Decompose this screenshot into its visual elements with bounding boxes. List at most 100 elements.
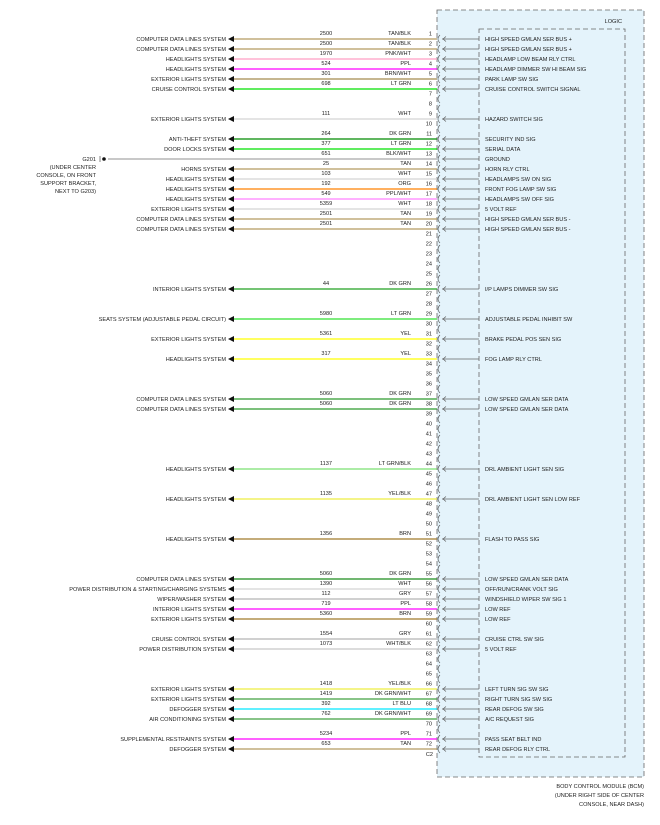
- system-label: HEADLIGHTS SYSTEM: [166, 67, 227, 73]
- arrow-left-icon: [228, 716, 234, 722]
- connector-cavity-icon: [437, 74, 441, 84]
- arrow-left-icon: [228, 206, 234, 212]
- circuit-number: 5060: [320, 391, 332, 397]
- signal-label: HIGH SPEED GMLAN SER BUS +: [485, 37, 572, 43]
- wire-color: LT GRN/BLK: [379, 461, 411, 467]
- arrow-left-icon: [228, 176, 234, 182]
- signal-label: WINDSHIELD WIPER SW SIG 1: [485, 597, 566, 603]
- circuit-number: 762: [321, 711, 330, 717]
- pin-number: 44: [426, 462, 432, 468]
- arrow-left-icon: [228, 136, 234, 142]
- connector-cavity-icon: [437, 484, 441, 494]
- pin-number: 21: [426, 232, 432, 238]
- signal-label: 5 VOLT REF: [485, 647, 517, 653]
- system-label: HEADLIGHTS SYSTEM: [166, 497, 227, 503]
- connector-cavity-icon: [437, 734, 441, 744]
- connector-cavity-icon: [437, 454, 441, 464]
- connector-cavity-icon: [437, 374, 441, 384]
- arrow-left-icon: [228, 576, 234, 582]
- system-label: CRUISE CONTROL SYSTEM: [152, 637, 227, 643]
- connector-cavity-icon: [437, 84, 441, 94]
- connector-cavity-icon: [437, 114, 441, 124]
- circuit-number: 5060: [320, 571, 332, 577]
- connector-end-label: C2: [426, 752, 433, 758]
- system-label: HEADLIGHTS SYSTEM: [166, 177, 227, 183]
- wire-color: DK GRN: [389, 281, 411, 287]
- pin-number: 70: [426, 722, 432, 728]
- terminal-arrow-icon: [442, 706, 447, 712]
- system-label: COMPUTER DATA LINES SYSTEM: [136, 397, 226, 403]
- arrow-left-icon: [228, 86, 234, 92]
- connector-cavity-icon: [437, 604, 441, 614]
- connector-cavity-icon: [437, 324, 441, 334]
- connector-cavity-icon: [437, 444, 441, 454]
- connector-cavity-icon: [437, 544, 441, 554]
- connector-cavity-icon: [437, 174, 441, 184]
- signal-label: RIGHT TURN SIG SW SIG: [485, 697, 552, 703]
- terminal-arrow-icon: [442, 156, 447, 162]
- wire-color: LT GRN: [391, 141, 411, 147]
- signal-label: REAR DEFOG RLY CTRL: [485, 747, 550, 753]
- signal-label: FLASH TO PASS SIG: [485, 537, 539, 543]
- signal-label: OFF/RUN/CRANK VOLT SIG: [485, 587, 558, 593]
- wire-color: TAN: [400, 161, 411, 167]
- circuit-number: 5361: [320, 331, 332, 337]
- connector-cavity-icon: [437, 504, 441, 514]
- signal-label: DRL AMBIENT LIGHT SEN SIG: [485, 467, 564, 473]
- system-label: COMPUTER DATA LINES SYSTEM: [136, 47, 226, 53]
- connector-cavity-icon: [437, 674, 441, 684]
- connector-cavity-icon: [437, 134, 441, 144]
- arrow-left-icon: [228, 406, 234, 412]
- system-label: SEATS SYSTEM (ADJUSTABLE PEDAL CIRCUIT): [99, 317, 226, 323]
- terminal-arrow-icon: [442, 466, 447, 472]
- circuit-number: 5980: [320, 311, 332, 317]
- signal-label: HEADLAMPS SW OFF SIG: [485, 197, 554, 203]
- pin-number: 72: [426, 742, 432, 748]
- pin-number: 69: [426, 712, 432, 718]
- connector-cavity-icon: [437, 744, 441, 754]
- arrow-left-icon: [228, 396, 234, 402]
- signal-label: SERIAL DATA: [485, 147, 521, 153]
- connector-cavity-icon: [437, 164, 441, 174]
- signal-label: I/P LAMPS DIMMER SW SIG: [485, 287, 558, 293]
- terminal-arrow-icon: [442, 136, 447, 142]
- arrow-left-icon: [228, 226, 234, 232]
- connector-cavity-icon: [437, 594, 441, 604]
- pin-number: 51: [426, 532, 432, 538]
- arrow-left-icon: [228, 356, 234, 362]
- terminal-arrow-icon: [442, 616, 447, 622]
- pin-number: 66: [426, 682, 432, 688]
- pin-number: 65: [426, 672, 432, 678]
- arrow-left-icon: [228, 616, 234, 622]
- system-label: INTERIOR LIGHTS SYSTEM: [153, 287, 226, 293]
- pin-number: 56: [426, 582, 432, 588]
- system-label: EXTERIOR LIGHTS SYSTEM: [151, 207, 226, 213]
- system-label: COMPUTER DATA LINES SYSTEM: [136, 407, 226, 413]
- wire-color: DK GRN: [389, 571, 411, 577]
- circuit-number: 719: [321, 601, 330, 607]
- system-label: SUPPLEMENTAL RESTRAINTS SYSTEM: [120, 737, 226, 743]
- pin-number: 49: [426, 512, 432, 518]
- pin-number: 63: [426, 652, 432, 658]
- system-label: EXTERIOR LIGHTS SYSTEM: [151, 77, 226, 83]
- pin-number: 15: [426, 172, 432, 178]
- system-label: HEADLIGHTS SYSTEM: [166, 357, 227, 363]
- wire-color: LT GRN: [391, 311, 411, 317]
- terminal-arrow-icon: [442, 76, 447, 82]
- pin-number: 14: [426, 162, 432, 168]
- pin-number: 54: [426, 562, 432, 568]
- pin-number: 57: [426, 592, 432, 598]
- signal-label: REAR DEFOG SW SIG: [485, 707, 544, 713]
- terminal-arrow-icon: [442, 576, 447, 582]
- pin-number: 62: [426, 642, 432, 648]
- terminal-arrow-icon: [442, 116, 447, 122]
- connector-cavity-icon: [437, 694, 441, 704]
- terminal-arrow-icon: [442, 686, 447, 692]
- connector-cavity-icon: [437, 284, 441, 294]
- pin-number: 55: [426, 572, 432, 578]
- system-label: EXTERIOR LIGHTS SYSTEM: [151, 337, 226, 343]
- signal-label: GROUND: [485, 157, 510, 163]
- signal-label: HAZARD SWITCH SIG: [485, 117, 543, 123]
- pin-number: 5: [429, 72, 432, 78]
